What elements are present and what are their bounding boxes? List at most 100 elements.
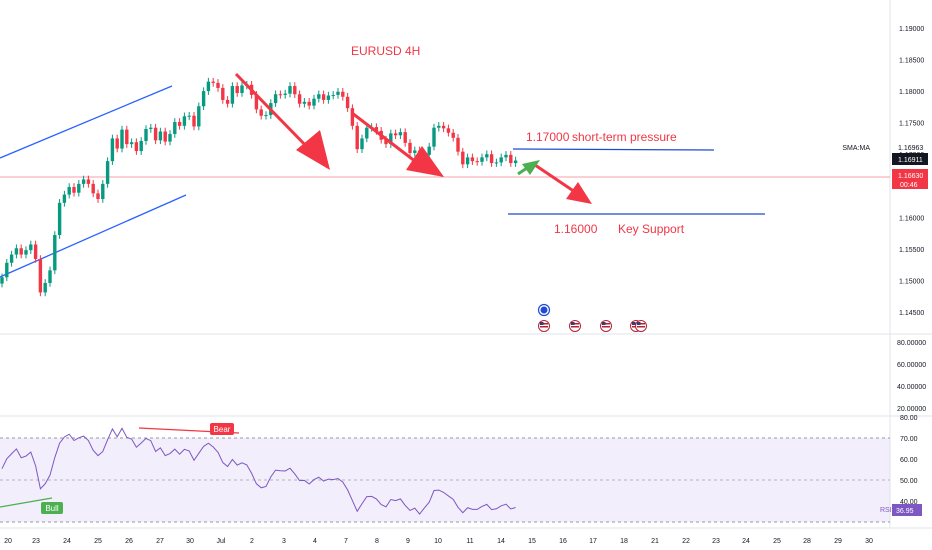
candle-body [134,142,139,152]
candle-body [254,94,259,110]
bear-signal-label: Bear [214,425,231,434]
candle [499,153,503,167]
candle-body [345,96,350,109]
candle-body [173,122,177,135]
candle [321,90,326,104]
us-flag-icon[interactable] [538,320,550,332]
candle-body [389,133,393,145]
bearish-arrow-3[interactable] [534,163,579,196]
candle [350,104,355,130]
candle-body [461,151,465,165]
candle-body [158,131,163,141]
bearish-arrow-1-head [296,130,330,170]
candle-body [341,91,345,97]
us-flag-icon[interactable] [569,320,581,332]
price-tick-label: 1.17500 [899,121,924,128]
time-axis[interactable]: 20 23 24 25 26 27 30 Jul 2 3 4 7 8 9 10 11 14 15 16 17 18 21 2… [4,538,873,545]
rsi-tick-label: 40.00 [900,499,918,506]
candle-body [57,202,62,236]
candle [29,240,33,254]
candle-body [393,133,398,136]
candle [105,157,110,188]
rsi-tick-label: 50.00 [900,478,918,485]
price-tick-label: 1.18000 [899,89,924,96]
candle [341,87,345,101]
channel-upper-trendline[interactable] [0,85,173,159]
candle-body [72,187,76,193]
candle-body [129,142,134,145]
candle [345,93,350,112]
candle [293,82,297,99]
sma-value: 1.16963 [898,145,923,152]
resistance-level-line[interactable] [512,148,715,151]
channel-lower-trendline[interactable] [0,194,187,278]
candle [317,90,321,103]
bearish-arrow-1[interactable] [234,72,314,154]
current-price-tag [892,169,928,189]
candle-body [317,94,321,99]
support-text-label: Key Support [618,222,685,236]
candle [72,183,76,197]
time-tick-label: 29 [834,538,842,545]
candle [187,111,191,121]
candle [192,111,196,131]
candle [365,123,369,143]
candle [19,244,23,259]
candle-body [326,95,331,100]
candle [427,142,431,159]
candle-body [177,122,182,126]
time-tick-label: 25 [773,538,781,545]
candle [225,96,230,108]
candle [504,151,508,162]
candle-body [350,108,355,126]
candle-body [513,160,518,164]
time-tick-label: 20 [4,538,12,545]
candle [221,84,225,104]
candle-body [374,127,379,131]
us-flag-icon[interactable] [600,320,612,332]
candle [101,180,105,203]
candle-body [437,125,441,128]
time-tick-label: 30 [186,538,194,545]
candle-body [115,138,119,149]
time-tick-label: 24 [742,538,750,545]
candle [201,87,206,111]
bear-signal-badge[interactable] [210,423,234,435]
bearish-arrows [234,72,592,204]
candle-body [485,154,489,158]
candle-body [441,125,446,129]
candle-body [187,115,191,117]
candle-body [312,98,316,106]
us-flag-icon[interactable] [635,320,647,332]
candle-body [355,125,359,150]
candle-body [307,101,311,106]
candle-body [221,87,225,100]
candle-body [197,106,201,127]
time-tick-label: 30 [865,538,873,545]
candle-body [139,140,143,152]
bullish-arrow-head [522,160,540,175]
candle [302,98,307,108]
bull-divergence-line[interactable] [0,497,53,508]
candle [211,77,215,87]
candle-body [408,142,412,153]
candle-body [504,154,508,158]
candle [168,130,172,146]
time-tick-label: 4 [313,538,317,545]
economic-events[interactable] [537,303,647,332]
candle-body [480,157,484,162]
bull-signal-badge[interactable] [41,502,63,514]
candle [441,122,446,133]
candle-body [360,138,364,150]
candle-body [475,161,479,163]
candle-body [48,270,52,283]
candle [38,255,43,297]
candle-body [331,94,335,96]
indicator-axis: 80.00000 60.00000 40.00000 20.00000 [897,340,926,413]
candle [182,112,187,130]
time-tick-label: 18 [620,538,628,545]
candle-body [206,81,211,92]
bearish-arrow-2[interactable] [351,111,421,167]
candle [264,111,268,120]
